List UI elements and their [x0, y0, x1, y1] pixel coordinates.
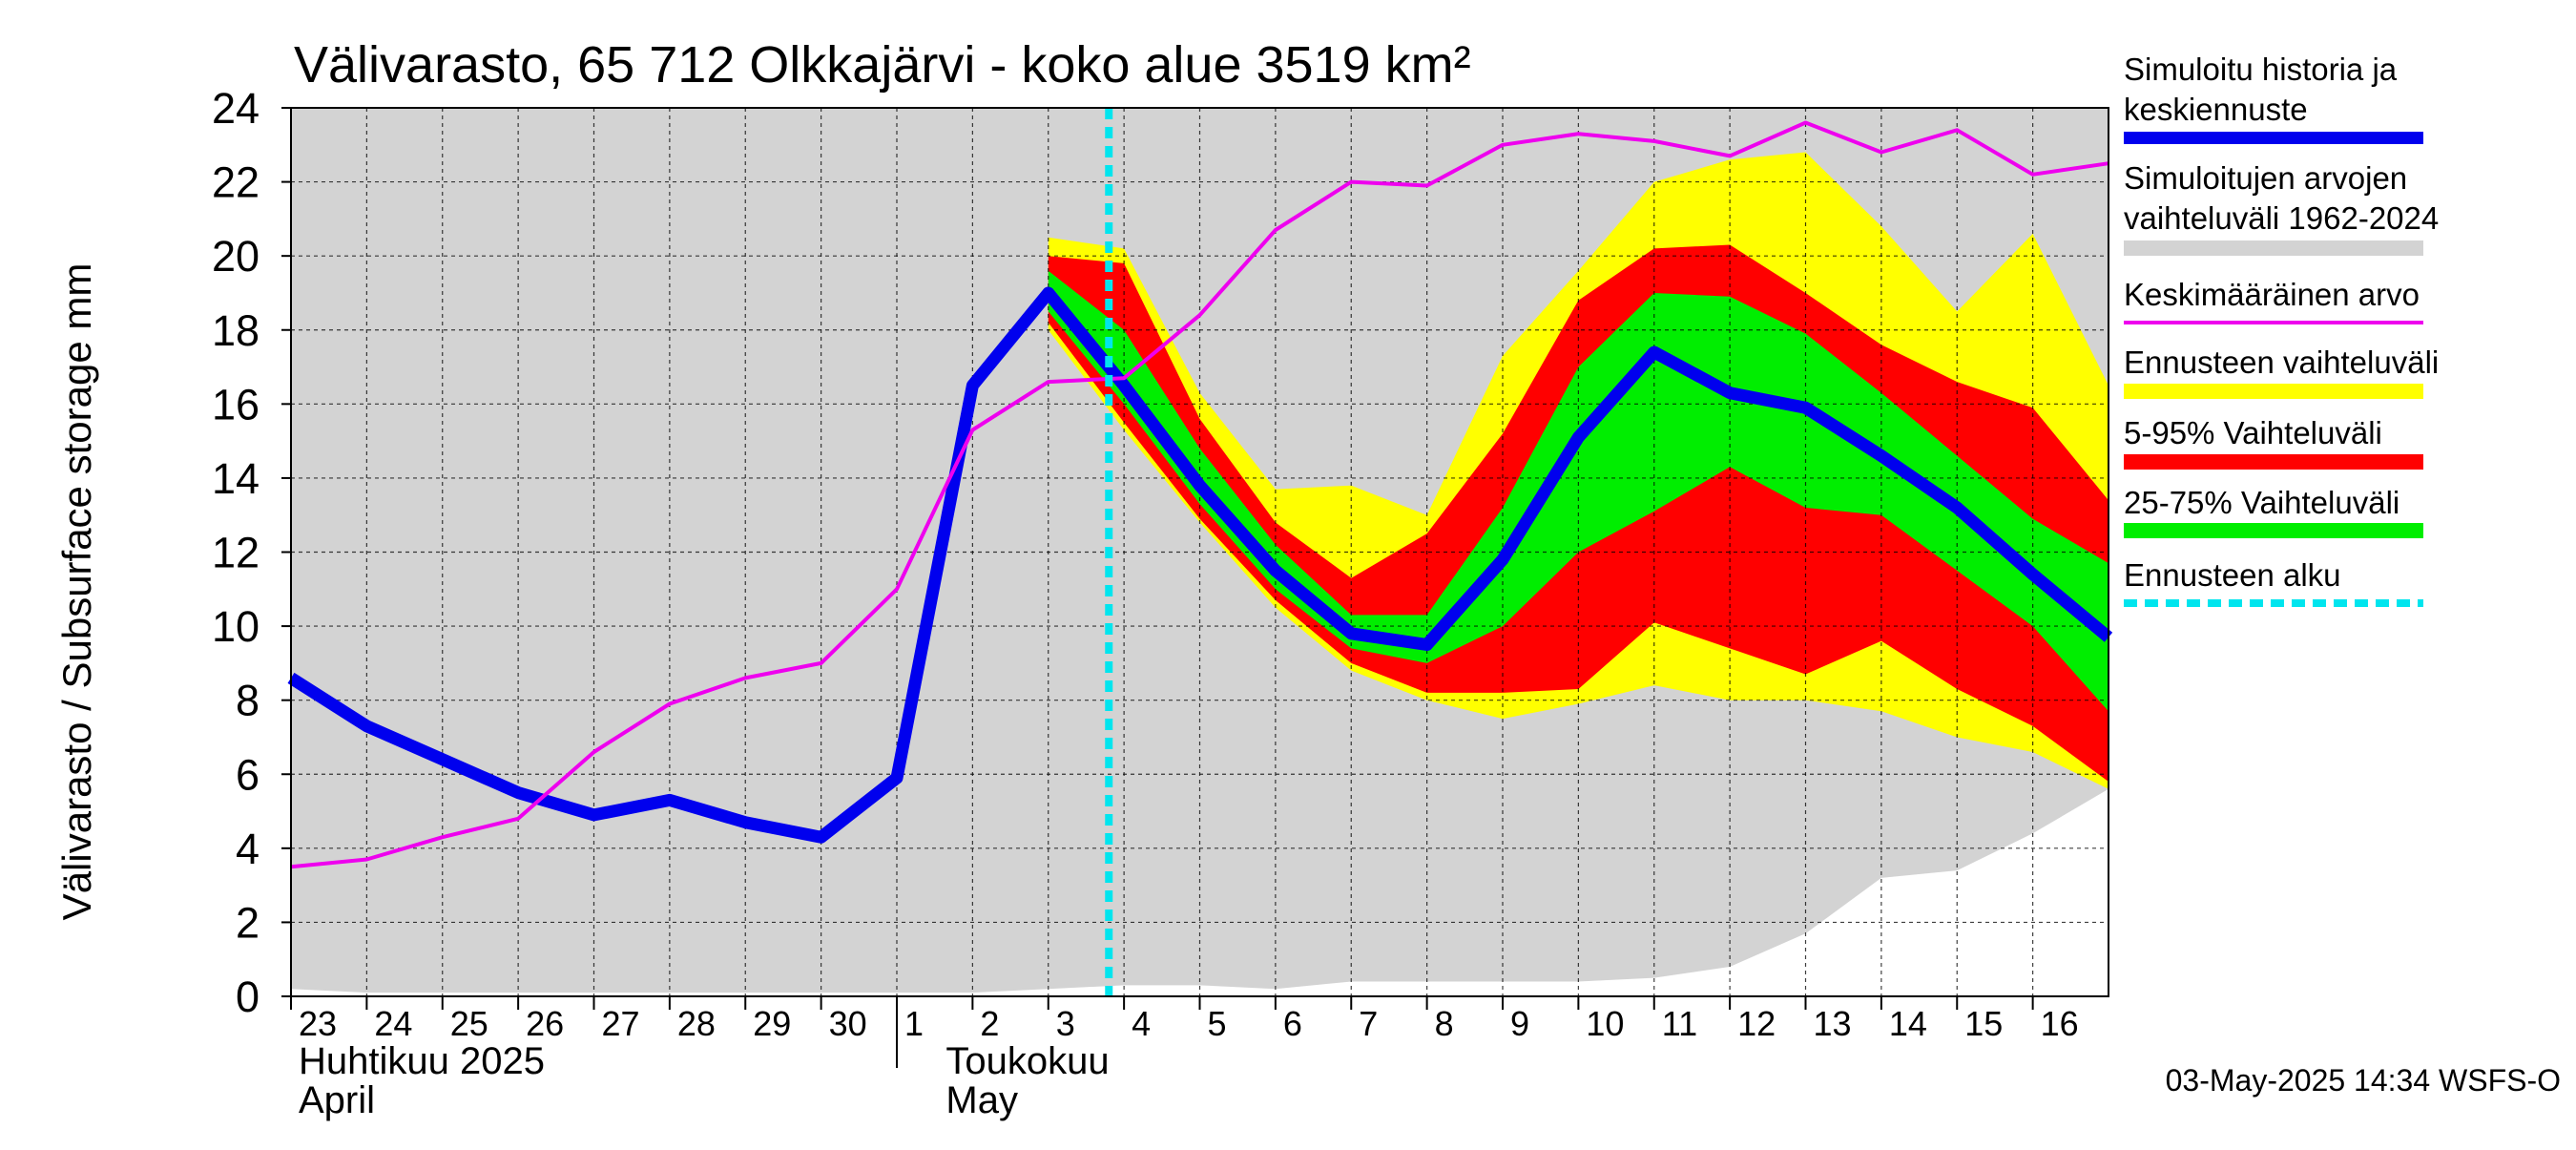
x-tick-label: 29: [753, 1004, 791, 1043]
x-tick-label: 9: [1510, 1004, 1529, 1043]
x-tick-label: 1: [904, 1004, 924, 1043]
y-tick-label: 10: [212, 602, 260, 651]
legend-swatch: [2124, 384, 2423, 399]
x-tick-label: 7: [1359, 1004, 1378, 1043]
legend-label: Simuloitu historia ja: [2124, 52, 2398, 87]
y-tick-label: 22: [212, 158, 260, 207]
legend-forecast-range: Ennusteen vaihteluväli: [2124, 345, 2439, 399]
month-label-en: April: [299, 1079, 375, 1121]
x-tick-label: 11: [1662, 1004, 1697, 1043]
y-tick-label: 4: [236, 825, 260, 873]
legend-label: Simuloitujen arvojen: [2124, 160, 2407, 196]
x-tick-label: 2: [980, 1004, 999, 1043]
x-tick-label: 27: [602, 1004, 640, 1043]
x-tick-label: 15: [1964, 1004, 2003, 1043]
legend-simulated: Simuloitu historia ja keskiennuste: [2124, 52, 2423, 144]
legend-label: 5-95% Vaihteluväli: [2124, 415, 2382, 450]
y-tick-label: 20: [212, 232, 260, 281]
legend-historical-range: Simuloitujen arvojen vaihteluväli 1962-20…: [2124, 160, 2439, 256]
legend-swatch: [2124, 132, 2423, 144]
x-tick-label: 26: [526, 1004, 564, 1043]
x-tick-label: 23: [299, 1004, 337, 1043]
legend-25-75: 25-75% Vaihteluväli: [2124, 485, 2423, 538]
y-axis-label: Välivarasto / Subsurface storage mm: [54, 263, 99, 921]
x-tick-label: 13: [1814, 1004, 1852, 1043]
x-tick-label: 10: [1586, 1004, 1624, 1043]
x-tick-label: 3: [1056, 1004, 1075, 1043]
legend-swatch: [2124, 523, 2423, 538]
chart-title: Välivarasto, 65 712 Olkkajärvi - koko al…: [294, 36, 1471, 94]
x-tick-label: 4: [1132, 1004, 1151, 1043]
legend-label: keskiennuste: [2124, 92, 2308, 127]
month-label: Toukokuu: [945, 1040, 1109, 1082]
x-tick-label: 25: [450, 1004, 488, 1043]
x-tick-label: 12: [1737, 1004, 1776, 1043]
legend-forecast-start: Ennusteen alku: [2124, 557, 2423, 607]
x-tick-label: 5: [1208, 1004, 1227, 1043]
legend-swatch: [2124, 240, 2423, 256]
y-tick-label: 2: [236, 898, 260, 947]
legend-5-95: 5-95% Vaihteluväli: [2124, 415, 2423, 470]
legend-label: 25-75% Vaihteluväli: [2124, 485, 2399, 520]
plot-area: [287, 108, 2113, 996]
y-tick-label: 12: [212, 529, 260, 577]
series-line-0: [287, 286, 2113, 844]
series-line-1: [290, 120, 2109, 869]
legend-label: Keskimääräinen arvo: [2124, 277, 2420, 312]
x-tick-label: 30: [829, 1004, 867, 1043]
legend-mean: Keskimääräinen arvo: [2124, 277, 2423, 324]
y-tick-label: 0: [236, 972, 260, 1021]
legend-label: vaihteluväli 1962-2024: [2124, 200, 2439, 236]
legend: Simuloitu historia jakeskiennusteSimuloi…: [2124, 52, 2439, 607]
x-tick-label: 16: [2041, 1004, 2079, 1043]
y-tick-label: 14: [212, 454, 260, 503]
y-tick-label: 18: [212, 306, 260, 355]
y-tick-label: 16: [212, 380, 260, 429]
month-label: Huhtikuu 2025: [299, 1040, 545, 1082]
legend-label: Ennusteen vaihteluväli: [2124, 345, 2439, 380]
y-tick-label: 6: [236, 750, 260, 799]
legend-label: Ennusteen alku: [2124, 557, 2341, 593]
y-tick-label: 24: [212, 84, 260, 133]
x-tick-label: 28: [677, 1004, 716, 1043]
x-tick-label: 6: [1283, 1004, 1302, 1043]
x-tick-label: 24: [374, 1004, 412, 1043]
timestamp-footer: 03-May-2025 14:34 WSFS-O: [2166, 1063, 2561, 1098]
month-label-en: May: [945, 1079, 1018, 1121]
y-tick-label: 8: [236, 677, 260, 725]
legend-swatch: [2124, 454, 2423, 470]
x-tick-label: 8: [1435, 1004, 1454, 1043]
x-tick-label: 14: [1889, 1004, 1927, 1043]
